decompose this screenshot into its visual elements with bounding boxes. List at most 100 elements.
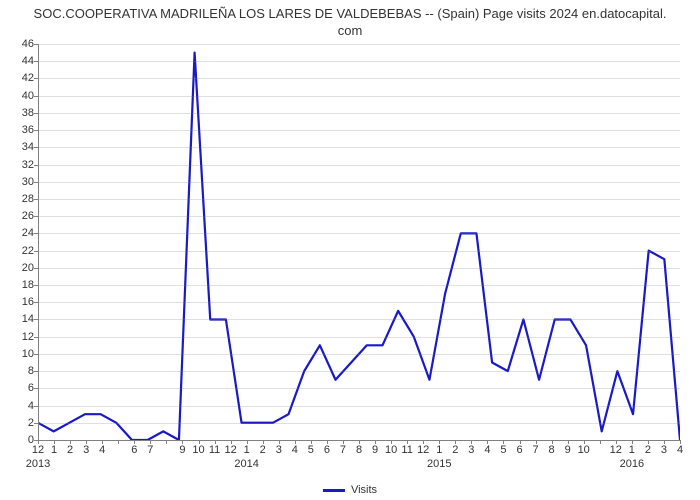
y-tick-label: 28 xyxy=(4,193,34,205)
x-tick-label: 7 xyxy=(532,444,538,456)
h-gridline xyxy=(38,78,680,79)
x-tick-label: 8 xyxy=(356,444,362,456)
y-tick-label: 26 xyxy=(4,210,34,222)
x-tick-label: 7 xyxy=(147,444,153,456)
h-gridline xyxy=(38,61,680,62)
x-tick-label: 11 xyxy=(401,444,412,456)
h-gridline xyxy=(38,113,680,114)
x-tick-label: 2 xyxy=(67,444,73,456)
h-gridline xyxy=(38,44,680,45)
x-tick-label: 3 xyxy=(661,444,667,456)
y-tick-label: 14 xyxy=(4,313,34,325)
x-tick-label: 4 xyxy=(677,444,683,456)
y-tick-label: 30 xyxy=(4,176,34,188)
x-tick-label: 2 xyxy=(260,444,266,456)
y-tick-label: 34 xyxy=(4,141,34,153)
x-tick-label: 7 xyxy=(340,444,346,456)
visits-line xyxy=(38,53,680,440)
y-tick-label: 16 xyxy=(4,296,34,308)
y-tick-label: 38 xyxy=(4,107,34,119)
legend-label: Visits xyxy=(351,484,377,496)
x-tick-label: 6 xyxy=(516,444,522,456)
x-tick-label: 10 xyxy=(192,444,204,456)
h-gridline xyxy=(38,233,680,234)
x-tick-label: 10 xyxy=(385,444,397,456)
x-tick-label: 2 xyxy=(645,444,651,456)
x-year-label: 2016 xyxy=(620,458,644,470)
y-tick-label: 10 xyxy=(4,348,34,360)
legend-swatch xyxy=(323,489,345,492)
x-tick-label: 1 xyxy=(51,444,57,456)
y-tick-label: 0 xyxy=(4,434,34,446)
y-tick-label: 32 xyxy=(4,159,34,171)
x-tick-label: 1 xyxy=(244,444,250,456)
h-gridline xyxy=(38,319,680,320)
x-tick-label: 8 xyxy=(549,444,555,456)
x-tick-label: 9 xyxy=(565,444,571,456)
h-gridline xyxy=(38,147,680,148)
h-gridline xyxy=(38,165,680,166)
x-tick-label: 12 xyxy=(610,444,622,456)
y-tick-label: 20 xyxy=(4,262,34,274)
x-tick-label: 9 xyxy=(179,444,185,456)
x-tick-label: 3 xyxy=(468,444,474,456)
x-tick-label: 5 xyxy=(500,444,506,456)
h-gridline xyxy=(38,371,680,372)
x-tick-label: 9 xyxy=(372,444,378,456)
y-tick-label: 24 xyxy=(4,227,34,239)
x-tick-label: 4 xyxy=(292,444,298,456)
legend: Visits xyxy=(323,484,377,496)
plot-area xyxy=(38,44,680,440)
y-tick-label: 46 xyxy=(4,38,34,50)
y-tick-label: 4 xyxy=(4,400,34,412)
chart-title: SOC.COOPERATIVA MADRILEÑA LOS LARES DE V… xyxy=(0,0,700,40)
y-tick-label: 2 xyxy=(4,417,34,429)
h-gridline xyxy=(38,182,680,183)
h-gridline xyxy=(38,302,680,303)
y-tick-label: 40 xyxy=(4,90,34,102)
y-tick-label: 36 xyxy=(4,124,34,136)
line-chart-svg xyxy=(38,44,680,440)
x-tick-label: 11 xyxy=(209,444,220,456)
h-gridline xyxy=(38,406,680,407)
x-tick-label: 4 xyxy=(484,444,490,456)
title-line2: com xyxy=(338,23,363,38)
x-tick-label: 1 xyxy=(629,444,635,456)
h-gridline xyxy=(38,216,680,217)
y-tick-label: 18 xyxy=(4,279,34,291)
h-gridline xyxy=(38,337,680,338)
x-tick-label: 12 xyxy=(224,444,236,456)
x-tick-label: 10 xyxy=(578,444,590,456)
x-tick-label: 6 xyxy=(324,444,330,456)
h-gridline xyxy=(38,130,680,131)
title-line1: SOC.COOPERATIVA MADRILEÑA LOS LARES DE V… xyxy=(34,6,667,21)
y-tick-label: 12 xyxy=(4,331,34,343)
x-year-label: 2014 xyxy=(234,458,258,470)
h-gridline xyxy=(38,285,680,286)
y-tick-label: 22 xyxy=(4,245,34,257)
h-gridline xyxy=(38,354,680,355)
h-gridline xyxy=(38,199,680,200)
y-tick-label: 6 xyxy=(4,382,34,394)
y-tick-label: 44 xyxy=(4,55,34,67)
x-tick-label: 5 xyxy=(308,444,314,456)
x-tick-label: 1 xyxy=(436,444,442,456)
x-tick-label: 3 xyxy=(83,444,89,456)
y-tick-label: 8 xyxy=(4,365,34,377)
x-tick-label: 12 xyxy=(417,444,429,456)
h-gridline xyxy=(38,96,680,97)
x-axis-line xyxy=(38,440,680,441)
x-tick-label: 4 xyxy=(99,444,105,456)
h-gridline xyxy=(38,251,680,252)
x-tick-label: 12 xyxy=(32,444,44,456)
chart-container: SOC.COOPERATIVA MADRILEÑA LOS LARES DE V… xyxy=(0,0,700,500)
h-gridline xyxy=(38,268,680,269)
x-year-label: 2013 xyxy=(26,458,50,470)
x-tick-label: 3 xyxy=(276,444,282,456)
y-tick-label: 42 xyxy=(4,72,34,84)
y-axis-line xyxy=(38,44,39,440)
x-tick-label: 2 xyxy=(452,444,458,456)
x-year-label: 2015 xyxy=(427,458,451,470)
h-gridline xyxy=(38,423,680,424)
x-tick-label: 6 xyxy=(131,444,137,456)
